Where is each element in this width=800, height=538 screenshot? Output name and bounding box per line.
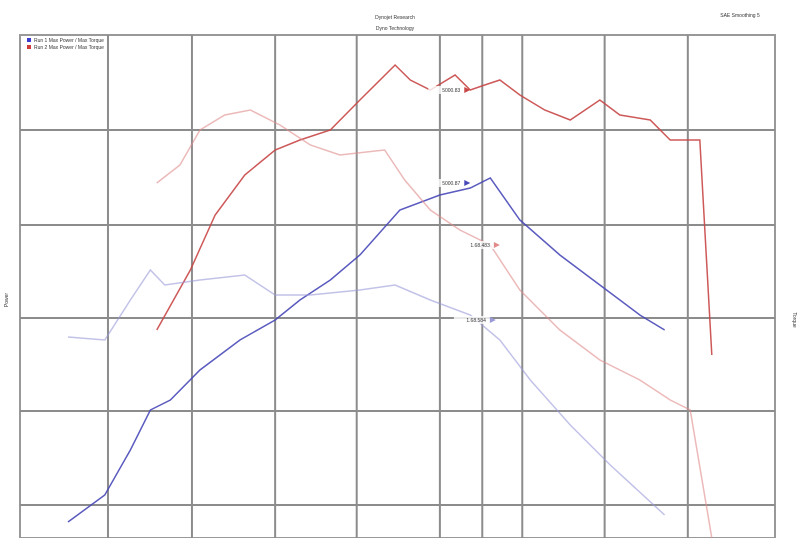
annotation-marker: [464, 180, 471, 186]
annotation-bg: [428, 86, 465, 94]
series-line-0: [156, 63, 713, 356]
annotation-bg: [428, 179, 465, 187]
y2-axis-label: Torque: [791, 312, 797, 328]
legend-swatch: [27, 45, 31, 49]
annotation-marker: [464, 87, 471, 93]
legend-entry: Run 1 Max Power / Max Torque: [34, 38, 104, 44]
annotation-bg: [457, 241, 494, 249]
series-line-2: [156, 109, 713, 538]
y-axis-label: Power: [4, 293, 10, 308]
annotation-label: 1.68.584: [466, 318, 486, 324]
series-line-1: [67, 177, 666, 523]
series-line-3: [67, 268, 666, 516]
chart-subtitle: Dyno Technology: [376, 26, 415, 32]
annotation-bg: [453, 316, 490, 324]
annotation-label: 5000.87: [442, 181, 460, 187]
chart-title: Dynojet Research: [375, 15, 415, 21]
annotation-label: 5000.83: [442, 88, 460, 94]
annotation-label: 1.68.483: [470, 243, 490, 249]
legend-entry: Run 2 Max Power / Max Torque: [34, 45, 104, 51]
annotation-marker: [489, 317, 496, 323]
plot-frame: [19, 34, 776, 538]
legend-swatch: [27, 38, 31, 42]
right-caption: SAE Smoothing 5: [720, 13, 760, 19]
annotation-marker: [493, 242, 500, 248]
